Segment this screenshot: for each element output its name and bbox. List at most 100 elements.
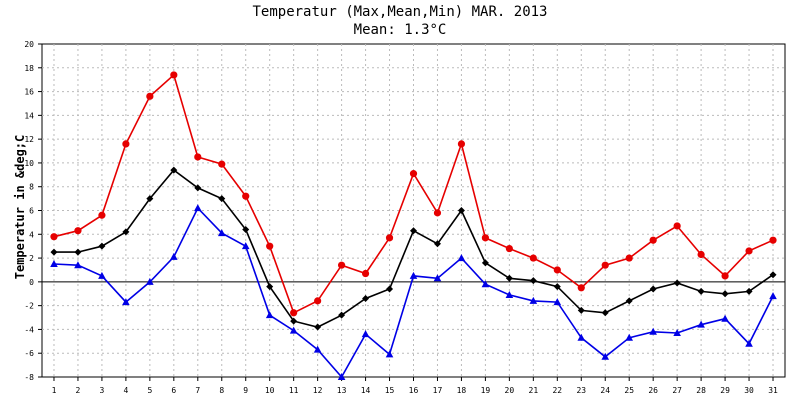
data-point-min (697, 320, 705, 328)
data-point-max (409, 170, 418, 178)
data-point-mean (50, 248, 58, 256)
y-axis-ticks: -8 -6 -4 -2 0 2 4 6 8 10 12 14 16 18 20 (24, 40, 42, 382)
x-tick-label: 26 (648, 386, 658, 395)
series-line-mean (54, 169, 774, 328)
data-point-max (457, 140, 466, 148)
y-tick-label: 18 (24, 64, 34, 73)
data-point-min (98, 271, 106, 279)
y-tick-label: 10 (24, 159, 34, 168)
data-point-mean (625, 297, 633, 305)
x-tick-label: 21 (529, 386, 539, 395)
x-tick-label: 10 (265, 386, 275, 395)
data-point-mean (146, 195, 154, 203)
data-point-mean (122, 228, 130, 236)
y-tick-label: 4 (29, 230, 34, 239)
data-point-min (457, 254, 466, 262)
x-tick-label: 14 (361, 386, 371, 395)
x-tick-label: 8 (219, 386, 224, 395)
data-point-max (218, 160, 226, 168)
x-tick-label: 18 (457, 386, 467, 395)
y-tick-label: 16 (24, 88, 34, 97)
series-mean (50, 166, 777, 331)
data-point-mean (98, 242, 106, 250)
data-point-mean (697, 287, 705, 295)
x-tick-label: 1 (52, 386, 57, 395)
data-point-mean (649, 285, 657, 293)
chart-subtitle: Mean: 1.3°C (353, 22, 447, 38)
data-point-max (673, 222, 681, 230)
data-point-max (553, 266, 561, 274)
data-point-min (170, 252, 178, 260)
data-point-mean (769, 271, 777, 279)
data-point-mean (74, 248, 82, 256)
y-tick-label: 14 (24, 111, 34, 120)
data-point-max (98, 211, 106, 219)
data-point-max (266, 242, 274, 250)
data-point-min (553, 298, 562, 306)
x-tick-label: 9 (243, 386, 248, 395)
data-point-min (769, 292, 777, 300)
data-point-min (745, 339, 753, 347)
data-point-mean (505, 274, 513, 282)
data-point-min (721, 314, 729, 322)
data-point-min (193, 204, 202, 212)
chart-title: Temperatur (Max,Mean,Min) MAR. 2013 (252, 4, 548, 20)
data-point-min (361, 330, 370, 338)
data-point-mean (266, 283, 274, 291)
x-tick-label: 3 (100, 386, 105, 395)
data-point-max (50, 233, 58, 241)
x-tick-label: 30 (744, 386, 754, 395)
series-group (50, 71, 777, 380)
data-point-min (601, 352, 610, 360)
data-point-max (290, 309, 298, 317)
data-point-max (385, 234, 394, 242)
x-tick-label: 22 (552, 386, 562, 395)
x-tick-label: 7 (195, 386, 200, 395)
data-point-mean (410, 227, 417, 235)
data-point-mean (194, 184, 202, 192)
data-point-mean (553, 283, 561, 291)
data-point-min (50, 260, 58, 268)
series-max (50, 71, 777, 317)
y-tick-label: 20 (24, 40, 34, 49)
x-tick-label: 11 (289, 386, 299, 395)
y-tick-label: 0 (29, 278, 34, 287)
data-point-mean (601, 309, 609, 317)
data-point-max (625, 254, 633, 262)
data-point-max (74, 227, 82, 235)
data-point-mean (242, 226, 250, 234)
data-point-max (433, 209, 442, 217)
data-point-mean (433, 240, 441, 248)
data-point-mean (170, 166, 178, 174)
data-point-mean (529, 277, 537, 285)
data-point-max (314, 297, 322, 305)
y-tick-label: -8 (24, 373, 34, 382)
data-point-max (337, 261, 346, 269)
x-tick-label: 15 (385, 386, 395, 395)
x-tick-label: 2 (76, 386, 81, 395)
data-point-min (313, 345, 322, 353)
x-tick-label: 28 (696, 386, 706, 395)
data-point-min (625, 333, 634, 341)
x-tick-label: 17 (433, 386, 443, 395)
data-point-max (242, 192, 250, 200)
x-axis-ticks: 1 2 3 4 5 6 7 8 9 10 11 12 13 14 15 16 17 18 19 20 21 22 23 24 2… (52, 377, 778, 395)
data-point-mean (338, 311, 346, 319)
y-tick-label: 6 (29, 207, 34, 216)
data-point-min (74, 261, 82, 269)
y-tick-label: 8 (29, 183, 34, 192)
data-point-mean (577, 306, 585, 314)
data-point-min (217, 229, 226, 237)
data-point-max (697, 250, 705, 259)
x-tick-label: 29 (720, 386, 730, 395)
data-point-mean (673, 279, 681, 287)
series-min (50, 204, 777, 380)
data-point-min (649, 327, 657, 335)
data-point-min (673, 328, 681, 336)
data-point-max (745, 247, 753, 255)
data-point-max (122, 140, 130, 148)
data-point-mean (290, 317, 298, 325)
y-tick-label: -4 (24, 325, 34, 334)
data-point-min (122, 298, 130, 306)
data-point-max (146, 92, 154, 100)
